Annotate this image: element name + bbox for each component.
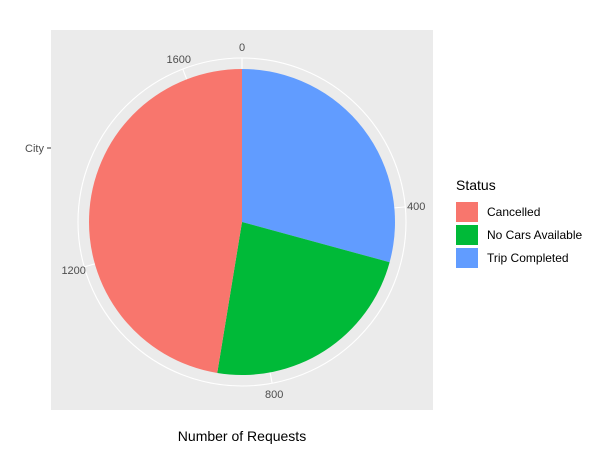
legend-label: Trip Completed [487, 250, 569, 265]
legend-key-no-cars-available [456, 224, 478, 245]
legend: Status Cancelled No Cars Available Trip … [456, 177, 582, 269]
legend-title: Status [456, 177, 496, 193]
legend-item-cancelled: Cancelled [456, 200, 582, 223]
legend-key-cancelled [456, 201, 478, 222]
legend-item-trip-completed: Trip Completed [456, 246, 582, 269]
radial-tick-label: 400 [407, 201, 425, 213]
radial-tick-label: 1600 [167, 54, 191, 66]
legend-label: No Cars Available [487, 227, 583, 242]
radial-tick-label: 0 [239, 42, 245, 54]
y-tick-label: City [25, 143, 44, 155]
pie-slice-cancelled [89, 69, 242, 373]
pie-slice-no-cars-available [217, 222, 390, 375]
radial-tick-label: 800 [265, 389, 283, 401]
legend-item-no-cars-available: No Cars Available [456, 223, 582, 246]
x-axis-title: Number of Requests [178, 428, 306, 444]
legend-label: Cancelled [487, 204, 541, 219]
radial-tick-label: 1200 [61, 265, 85, 277]
legend-key-trip-completed [456, 247, 478, 268]
tick-layer: 0 400 800 1200 1600 [61, 42, 425, 401]
pie-slice-trip-completed [242, 69, 395, 263]
slice-layer [89, 69, 395, 375]
